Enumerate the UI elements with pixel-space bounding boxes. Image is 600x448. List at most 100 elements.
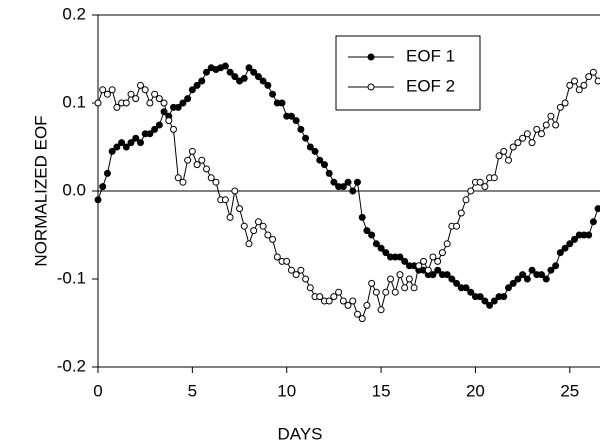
data-point (594, 205, 600, 213)
data-point (103, 90, 111, 98)
data-point (236, 205, 244, 213)
data-point (302, 134, 310, 142)
data-point (575, 86, 583, 94)
data-point (198, 156, 206, 164)
data-point (561, 244, 569, 252)
data-point (184, 156, 192, 164)
data-point (94, 196, 102, 204)
legend-marker (367, 83, 375, 91)
x-tick-label: 20 (466, 381, 485, 400)
data-point (103, 169, 111, 177)
data-point (269, 90, 277, 98)
data-point (566, 240, 574, 248)
data-point (353, 178, 361, 186)
data-point (146, 130, 154, 138)
data-point (363, 227, 371, 235)
data-point (155, 95, 163, 103)
data-point (500, 293, 508, 301)
data-point (377, 306, 385, 314)
data-point (481, 297, 489, 305)
data-point (99, 86, 107, 94)
data-point (519, 271, 527, 279)
data-point (415, 262, 423, 270)
data-point (325, 169, 333, 177)
data-point (547, 112, 555, 120)
data-point (429, 271, 437, 279)
y-tick-label: 0.1 (62, 92, 86, 111)
data-point (537, 271, 545, 279)
data-point (358, 315, 366, 323)
data-point (514, 275, 522, 283)
data-point (127, 139, 135, 147)
data-point (453, 279, 461, 287)
data-point (264, 81, 272, 89)
data-point (273, 253, 281, 261)
data-point (278, 99, 286, 107)
data-point (528, 139, 536, 147)
data-point (372, 240, 380, 248)
data-point (589, 218, 597, 226)
data-point (113, 143, 121, 151)
data-point (363, 301, 371, 309)
data-point (467, 187, 475, 195)
data-point (462, 284, 470, 292)
data-point (528, 266, 536, 274)
data-point (174, 103, 182, 111)
data-point (533, 125, 541, 133)
data-point (174, 174, 182, 182)
data-point (556, 249, 564, 257)
data-point (542, 275, 550, 283)
x-tick-label: 25 (560, 381, 579, 400)
data-point (349, 187, 357, 195)
data-point (240, 222, 248, 230)
data-point (287, 112, 295, 120)
data-point (552, 262, 560, 270)
data-point (372, 288, 380, 296)
data-point (118, 139, 126, 147)
data-point (434, 257, 442, 265)
data-point (566, 81, 574, 89)
data-point (396, 253, 404, 261)
x-tick-label: 15 (372, 381, 391, 400)
data-point (424, 266, 432, 274)
data-point (320, 161, 328, 169)
data-point (462, 196, 470, 204)
data-point (353, 310, 361, 318)
data-point (297, 125, 305, 133)
legend-label: EOF 2 (406, 76, 455, 95)
data-point (122, 143, 130, 151)
legend-marker (367, 53, 375, 61)
data-point (132, 95, 140, 103)
data-point (193, 81, 201, 89)
data-point (302, 275, 310, 283)
data-point (368, 279, 376, 287)
y-tick-label: -0.1 (57, 268, 86, 287)
data-point (514, 139, 522, 147)
data-point (146, 99, 154, 107)
data-point (231, 73, 239, 81)
data-point (165, 117, 173, 125)
data-point (537, 130, 545, 138)
data-point (330, 293, 338, 301)
data-point (169, 125, 177, 133)
data-point (500, 147, 508, 155)
data-point (292, 271, 300, 279)
data-point (410, 284, 418, 292)
data-point (203, 165, 211, 173)
data-point (443, 240, 451, 248)
data-point (269, 235, 277, 243)
data-point (490, 297, 498, 305)
data-point (339, 183, 347, 191)
data-point (571, 77, 579, 85)
data-point (136, 139, 144, 147)
data-point (585, 231, 593, 239)
data-point (589, 68, 597, 76)
data-point (344, 301, 352, 309)
data-point (486, 301, 494, 309)
x-axis-label: DAYS (277, 424, 322, 443)
data-point (552, 121, 560, 129)
data-point (155, 121, 163, 129)
data-point (495, 152, 503, 160)
data-point (504, 156, 512, 164)
data-point (457, 209, 465, 217)
